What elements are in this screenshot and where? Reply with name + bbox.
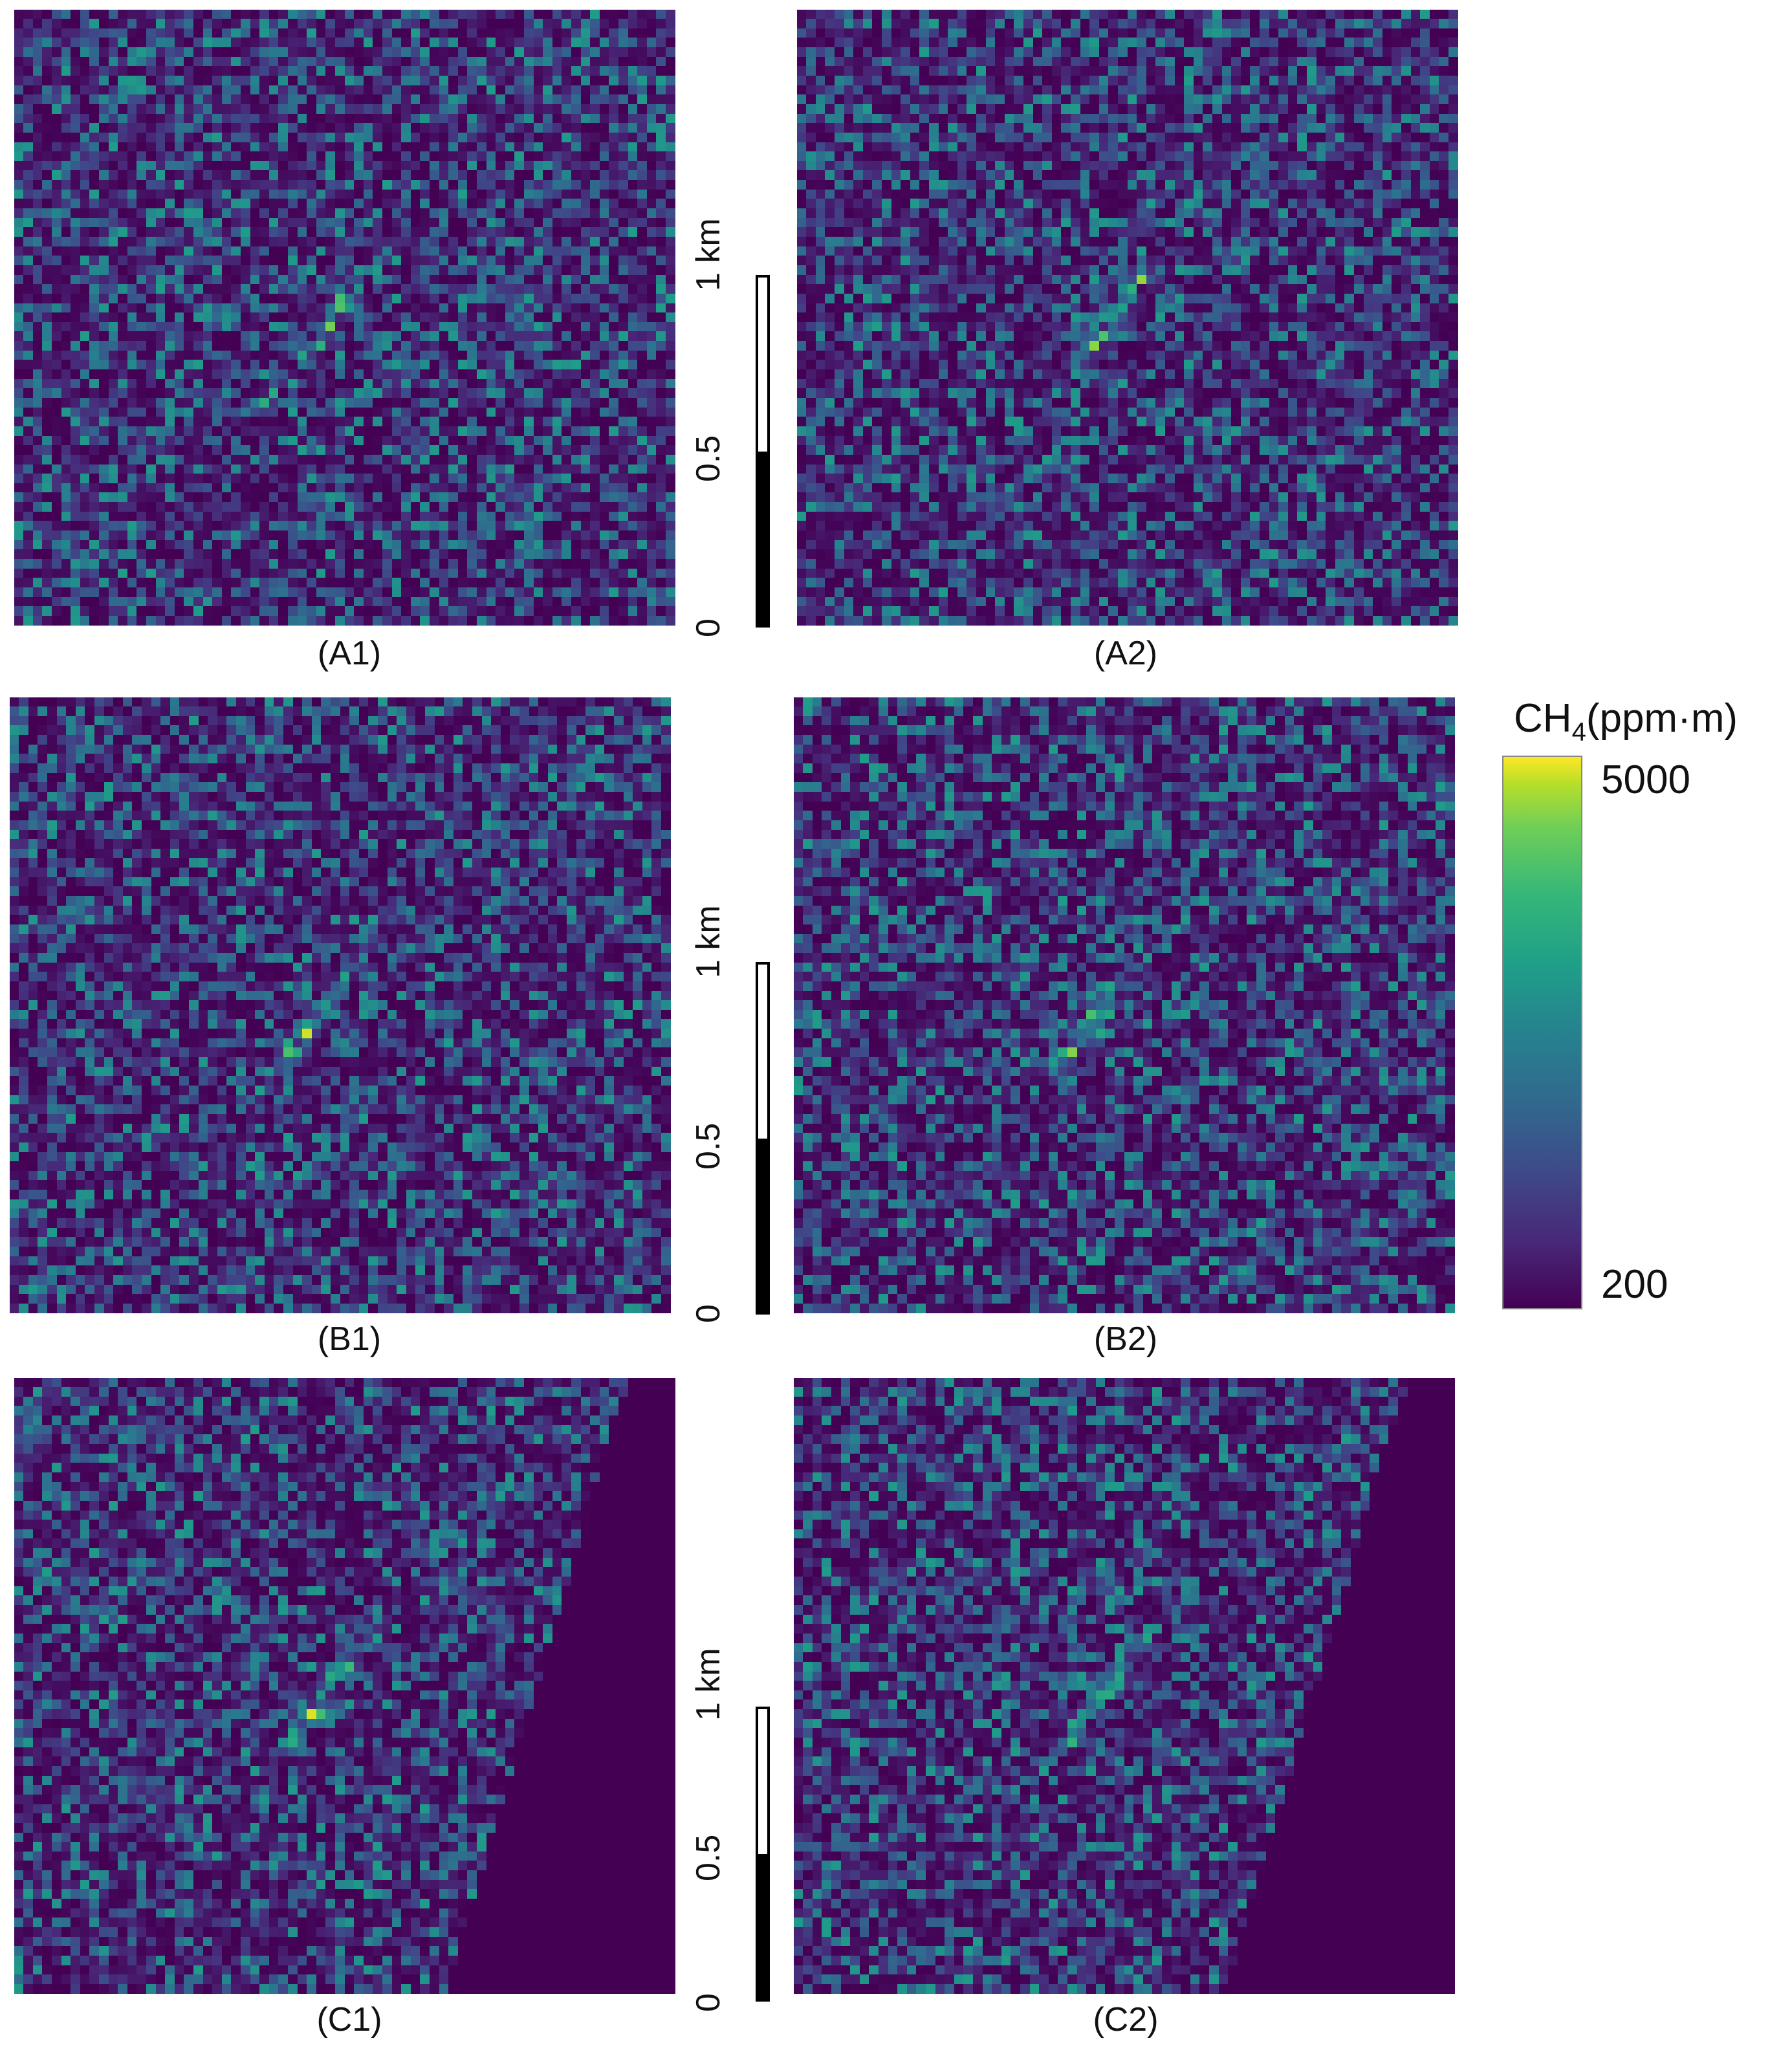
panel-a1	[14, 10, 675, 626]
methane-map-a2	[797, 10, 1458, 626]
panel-label-b1: (B1)	[317, 1320, 382, 1358]
scale-label-zero-c: 0	[690, 1993, 727, 2012]
scale-label-1km-c: 1 km	[690, 1648, 727, 1721]
panel-a2	[797, 10, 1458, 626]
scale-label-zero-a: 0	[690, 618, 727, 637]
scale-bar-b	[756, 962, 770, 1315]
colorbar-title: CH4(ppm·m)	[1514, 696, 1738, 747]
methane-map-c2	[794, 1378, 1455, 1994]
panel-c1	[14, 1378, 675, 1994]
scale-label-half-c: 0.5	[690, 1834, 727, 1881]
panel-c2	[794, 1378, 1455, 1994]
colorbar-max-label: 5000	[1601, 758, 1690, 802]
scale-bar-c	[756, 1707, 770, 2002]
scale-label-zero-b: 0	[690, 1304, 727, 1323]
panel-label-b2: (B2)	[1093, 1320, 1158, 1358]
scale-bar-a	[756, 275, 770, 628]
scale-label-half-a: 0.5	[690, 435, 727, 482]
methane-map-b2	[794, 697, 1455, 1313]
scale-label-half-b: 0.5	[690, 1122, 727, 1170]
colorbar	[1502, 756, 1582, 1309]
methane-map-a1	[14, 10, 675, 626]
panel-label-c2: (C2)	[1093, 2001, 1159, 2038]
colorbar-min-label: 200	[1601, 1262, 1668, 1307]
panel-label-a1: (A1)	[317, 635, 382, 672]
scale-label-1km-a: 1 km	[690, 218, 727, 291]
panel-label-c1: (C1)	[316, 2001, 382, 2038]
methane-map-c1	[14, 1378, 675, 1994]
scale-label-1km-b: 1 km	[690, 905, 727, 978]
methane-map-b1	[10, 697, 671, 1313]
panel-b1	[10, 697, 671, 1313]
panel-b2	[794, 697, 1455, 1313]
panel-label-a2: (A2)	[1093, 635, 1158, 672]
